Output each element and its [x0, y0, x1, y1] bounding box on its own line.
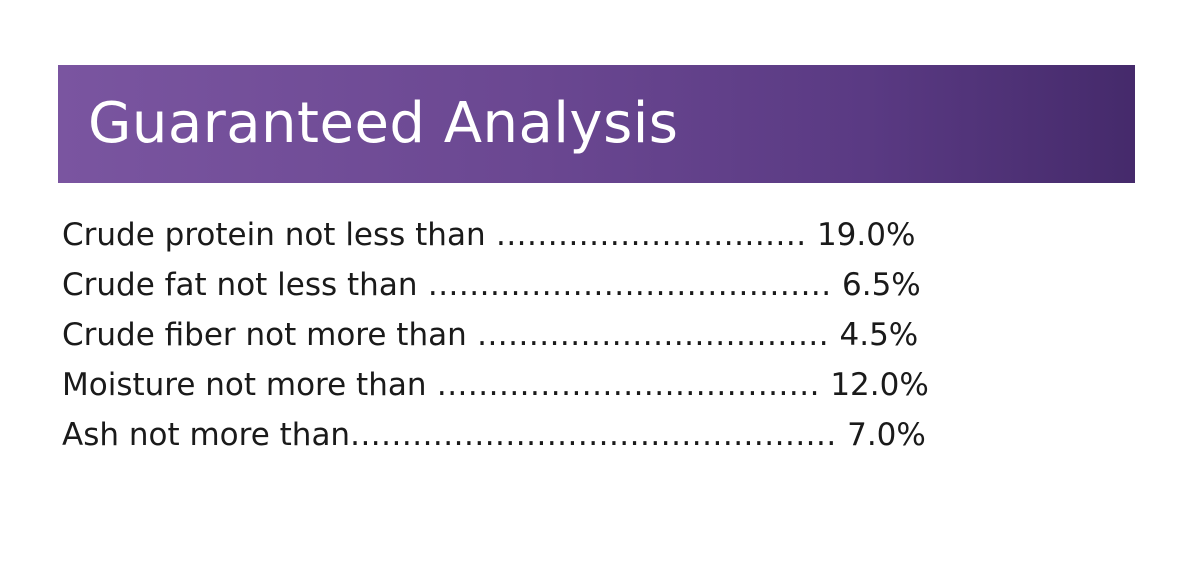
analysis-label: Crude protein not less than [62, 217, 486, 253]
guaranteed-analysis-list: Crude protein not less than ............… [62, 210, 929, 460]
analysis-row-crude-fiber: Crude fiber not more than ..............… [62, 310, 929, 360]
analysis-row-ash: Ash not more than.......................… [62, 410, 929, 460]
analysis-value: 6.5% [842, 267, 921, 303]
analysis-value: 7.0% [847, 417, 926, 453]
dot-leader: .................................. [466, 317, 840, 353]
analysis-value: 19.0% [816, 217, 916, 253]
analysis-value: 12.0% [830, 367, 929, 403]
analysis-row-crude-fat: Crude fat not less than ................… [62, 260, 929, 310]
analysis-row-crude-protein: Crude protein not less than ............… [62, 210, 929, 260]
analysis-row-moisture: Moisture not more than .................… [62, 360, 929, 410]
dot-leader: .............................. [485, 217, 817, 253]
page-title: Guaranteed Analysis [88, 91, 679, 156]
analysis-value: 4.5% [839, 317, 919, 353]
analysis-label: Crude fat not less than [62, 267, 418, 303]
analysis-label: Moisture not more than [62, 367, 427, 403]
dot-leader: ....................................... [417, 267, 842, 303]
header-bar [58, 65, 1135, 183]
dot-leader: ........................................… [350, 417, 848, 453]
analysis-label: Crude fiber not more than [62, 317, 467, 353]
analysis-label: Ash not more than [62, 417, 351, 453]
dot-leader: ..................................... [426, 367, 831, 403]
